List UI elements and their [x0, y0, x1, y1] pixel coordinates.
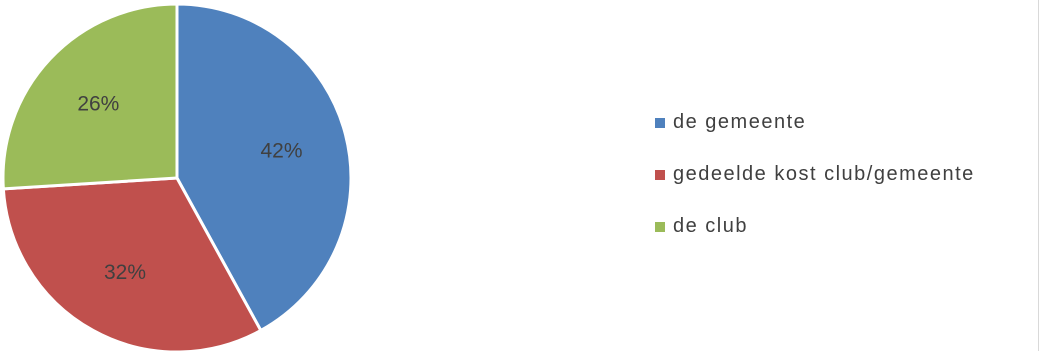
legend: de gemeente gedeelde kost club/gemeente … [655, 112, 1039, 268]
data-label-gedeelde-kost-club-gemeente: 32% [104, 261, 146, 284]
legend-label: gedeelde kost club/gemeente [673, 163, 975, 185]
data-label-de-club: 26% [77, 93, 119, 116]
legend-label: de club [673, 215, 748, 237]
legend-swatch-de-gemeente [655, 117, 665, 128]
pie-slice-de-gemeente [175, 2, 353, 332]
legend-swatch-gedeelde-kost [655, 169, 665, 180]
legend-swatch-de-club [655, 221, 665, 232]
data-label-de-gemeente: 42% [260, 140, 302, 163]
legend-item-de-club: de club [655, 215, 1039, 237]
pie-slice-de-club [1, 2, 179, 191]
chart-area-border [1038, 0, 1039, 351]
legend-label: de gemeente [673, 112, 807, 133]
legend-item-de-gemeente: de gemeente [655, 112, 1039, 133]
legend-item-gedeelde-kost: gedeelde kost club/gemeente [655, 163, 1039, 185]
pie-slice-gedeelde-kost-club-gemeente [1, 176, 263, 354]
